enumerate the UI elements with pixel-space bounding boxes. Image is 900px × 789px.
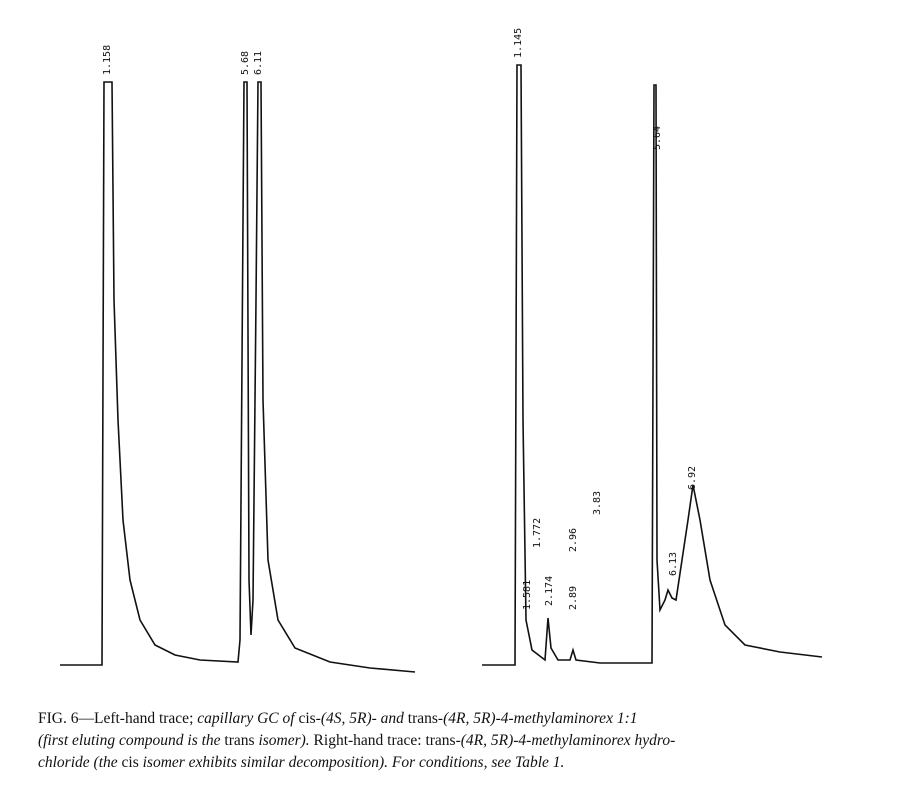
caption-text: FIG. 6—Left-hand trace; <box>38 710 198 727</box>
figure-caption: FIG. 6—Left-hand trace; capillary GC of … <box>38 708 888 774</box>
peak-label: 1.581 <box>522 580 533 610</box>
peak-label: 2.174 <box>544 576 555 606</box>
peak-label: 1.772 <box>532 518 543 548</box>
caption-text: capillary GC of <box>197 710 299 727</box>
peak-label: 6.92 <box>687 466 698 490</box>
caption-text: isomer exhibits similar decomposition). … <box>142 754 565 771</box>
peak-label: 1.145 <box>513 28 524 58</box>
caption-text: cis- <box>298 710 321 727</box>
caption-text: (4S, 5R)- and <box>320 710 408 727</box>
peak-label: 6.13 <box>668 552 679 576</box>
caption-text: Right-hand trace: trans- <box>313 732 461 749</box>
chromatograms: 1.158 5.68 6.11 1.145 1.581 1.772 2.174 2.89 2.9… <box>60 28 823 673</box>
caption-text: trans <box>224 732 259 749</box>
peak-label: 2.96 <box>568 528 579 552</box>
peak-label: 5.64 <box>652 126 663 150</box>
peak-label: 6.11 <box>253 51 264 75</box>
peak-label: 2.89 <box>568 586 579 610</box>
peak-label: 3.83 <box>592 491 603 515</box>
caption-line: (first eluting compound is the trans iso… <box>38 730 888 752</box>
peak-label: 1.158 <box>102 45 113 75</box>
caption-text: trans- <box>407 710 444 727</box>
right-trace <box>482 64 823 666</box>
caption-line: FIG. 6—Left-hand trace; capillary GC of … <box>38 708 888 730</box>
left-trace <box>60 81 416 673</box>
caption-line: chloride (the cis isomer exhibits simila… <box>38 752 888 774</box>
peak-label: 5.68 <box>240 51 251 75</box>
caption-text: (first eluting compound is the <box>38 732 225 749</box>
caption-text: (4R, 5R)-4-methylaminorex hydro- <box>460 732 676 749</box>
caption-text: chloride (the <box>38 754 122 771</box>
caption-text: cis <box>121 754 143 771</box>
caption-text: isomer). <box>258 732 314 749</box>
caption-text: (4R, 5R)-4-methylaminorex 1:1 <box>443 710 638 727</box>
